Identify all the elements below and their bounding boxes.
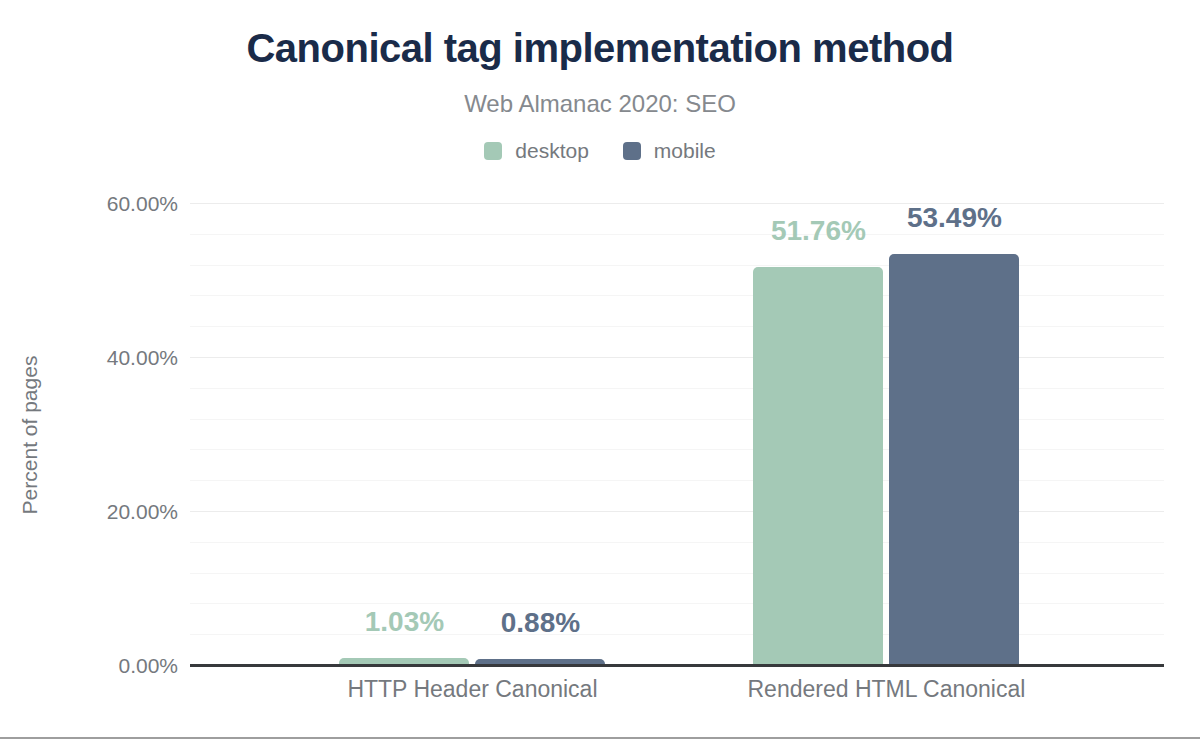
legend-swatch-mobile xyxy=(623,142,641,160)
plot-area: 1.03% 0.88% 51.76% 53.49% xyxy=(190,170,1164,666)
bar-value-label-mobile-1: 0.88% xyxy=(501,609,580,637)
bar-desktop-2 xyxy=(753,267,883,666)
y-axis-title: Percent of pages xyxy=(18,356,42,515)
y-tick-label: 60.00% xyxy=(107,192,178,216)
chart-title: Canonical tag implementation method xyxy=(0,26,1200,71)
figure-bottom-border xyxy=(0,737,1200,739)
bar-mobile-2 xyxy=(889,254,1019,666)
y-tick-label: 20.00% xyxy=(107,500,178,524)
minor-gridline xyxy=(190,234,1164,235)
x-category-label: Rendered HTML Canonical xyxy=(747,676,1025,703)
x-category-label: HTTP Header Canonical xyxy=(347,676,597,703)
y-tick-label: 40.00% xyxy=(107,346,178,370)
bar-value-label-mobile-2: 53.49% xyxy=(907,204,1002,232)
legend: desktop mobile xyxy=(0,139,1200,163)
y-tick-label: 0.00% xyxy=(118,654,178,678)
chart-figure: Canonical tag implementation method Web … xyxy=(0,0,1200,742)
major-gridline xyxy=(190,203,1164,204)
x-axis-line xyxy=(190,664,1164,667)
bar-value-label-desktop-2: 51.76% xyxy=(771,217,866,245)
bar-value-label-desktop-1: 1.03% xyxy=(365,608,444,636)
legend-label-desktop: desktop xyxy=(515,139,589,163)
legend-item-desktop: desktop xyxy=(484,139,589,163)
legend-label-mobile: mobile xyxy=(654,139,716,163)
legend-swatch-desktop xyxy=(484,142,502,160)
chart-subtitle: Web Almanac 2020: SEO xyxy=(0,90,1200,118)
legend-item-mobile: mobile xyxy=(623,139,716,163)
